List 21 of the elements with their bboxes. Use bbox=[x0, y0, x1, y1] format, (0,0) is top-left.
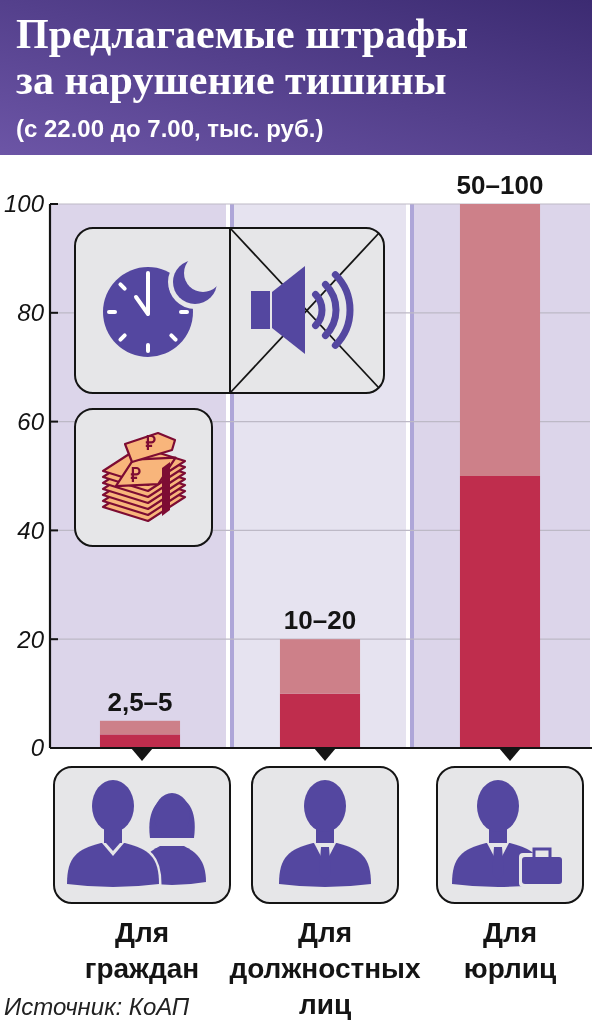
data-label: 2,5–5 bbox=[107, 686, 173, 717]
bar bbox=[99, 720, 181, 735]
chart-subtitle: (с 22.00 до 7.00, тыс. руб.) bbox=[16, 115, 324, 142]
y-tick-label: 40 bbox=[17, 516, 45, 544]
x-tick-label: Для должностных лиц bbox=[229, 917, 421, 1020]
bar bbox=[459, 476, 541, 748]
y-tick-label: 60 bbox=[17, 408, 45, 435]
bar bbox=[279, 639, 361, 694]
y-tick-label: 80 bbox=[17, 299, 45, 327]
data-label: 10–20 bbox=[283, 605, 357, 636]
y-tick-label: 20 bbox=[16, 625, 45, 653]
bar bbox=[99, 734, 181, 748]
y-tick-label: 0 bbox=[30, 734, 45, 762]
data-label: 50–100 bbox=[456, 170, 544, 200]
chart-title: Предлагаемые штрафы за нарушение тишины bbox=[16, 11, 468, 103]
bar bbox=[279, 693, 361, 748]
x-tick-label: Для граждан bbox=[84, 917, 200, 984]
text: Источник: КоАП bbox=[4, 993, 190, 1020]
y-tick-label: 100 bbox=[3, 190, 45, 218]
bar bbox=[459, 204, 541, 476]
x-tick-label: Для юрлиц bbox=[463, 917, 557, 984]
